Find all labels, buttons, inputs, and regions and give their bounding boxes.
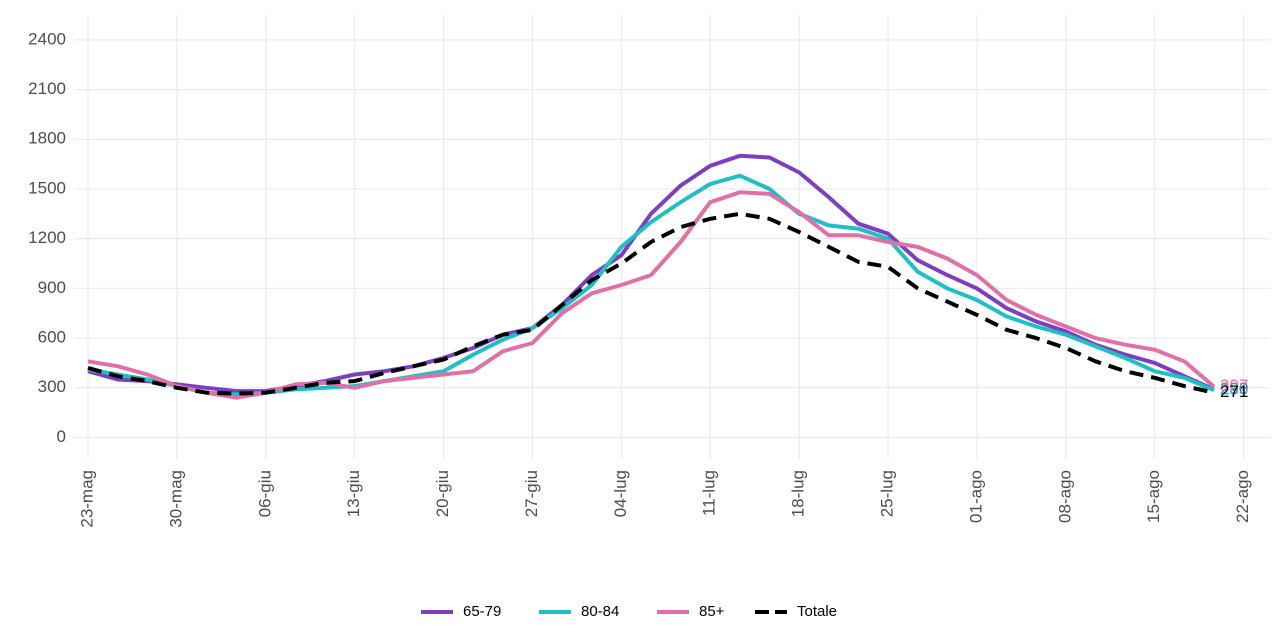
y-tick-label: 1500 bbox=[28, 178, 66, 197]
x-tick-label: 25-lug bbox=[878, 470, 897, 517]
x-tick-label: 23-mag bbox=[77, 470, 96, 528]
x-tick-label: 20-giu bbox=[433, 470, 452, 517]
y-tick-label: 2100 bbox=[28, 79, 66, 98]
legend-label: Totale bbox=[797, 603, 837, 620]
end-label: 290 bbox=[1220, 379, 1248, 398]
y-tick-label: 300 bbox=[38, 377, 66, 396]
y-tick-label: 1200 bbox=[28, 228, 66, 247]
legend-label: 65-79 bbox=[463, 603, 501, 620]
legend-label: 80-84 bbox=[581, 603, 619, 620]
x-tick-label: 13-giu bbox=[344, 470, 363, 517]
x-tick-label: 01-ago bbox=[966, 470, 985, 523]
x-tick-label: 15-ago bbox=[1144, 470, 1163, 523]
x-tick-label: 22-ago bbox=[1233, 470, 1252, 523]
legend-label: 85+ bbox=[699, 603, 725, 620]
series-line bbox=[87, 211, 1215, 396]
x-tick-label: 27-giu bbox=[522, 470, 541, 517]
end-label: 285 bbox=[1220, 380, 1248, 399]
y-tick-label: 0 bbox=[57, 427, 66, 446]
y-tick-label: 2400 bbox=[28, 29, 66, 48]
x-tick-label: 08-ago bbox=[1055, 470, 1074, 523]
y-tick-label: 900 bbox=[38, 278, 66, 297]
x-tick-label: 11-lug bbox=[700, 470, 719, 516]
x-tick-label: 30-mag bbox=[166, 470, 185, 528]
x-tick-label: 18-lug bbox=[789, 470, 808, 517]
end-label: 307 bbox=[1220, 376, 1248, 395]
y-tick-label: 1800 bbox=[28, 129, 66, 148]
series-line bbox=[87, 190, 1216, 400]
series-line bbox=[87, 173, 1215, 397]
x-tick-label: 06-giu bbox=[255, 470, 274, 517]
end-label: 271 bbox=[1220, 382, 1248, 401]
x-tick-label: 04-lug bbox=[611, 470, 630, 517]
y-tick-label: 600 bbox=[38, 328, 66, 347]
